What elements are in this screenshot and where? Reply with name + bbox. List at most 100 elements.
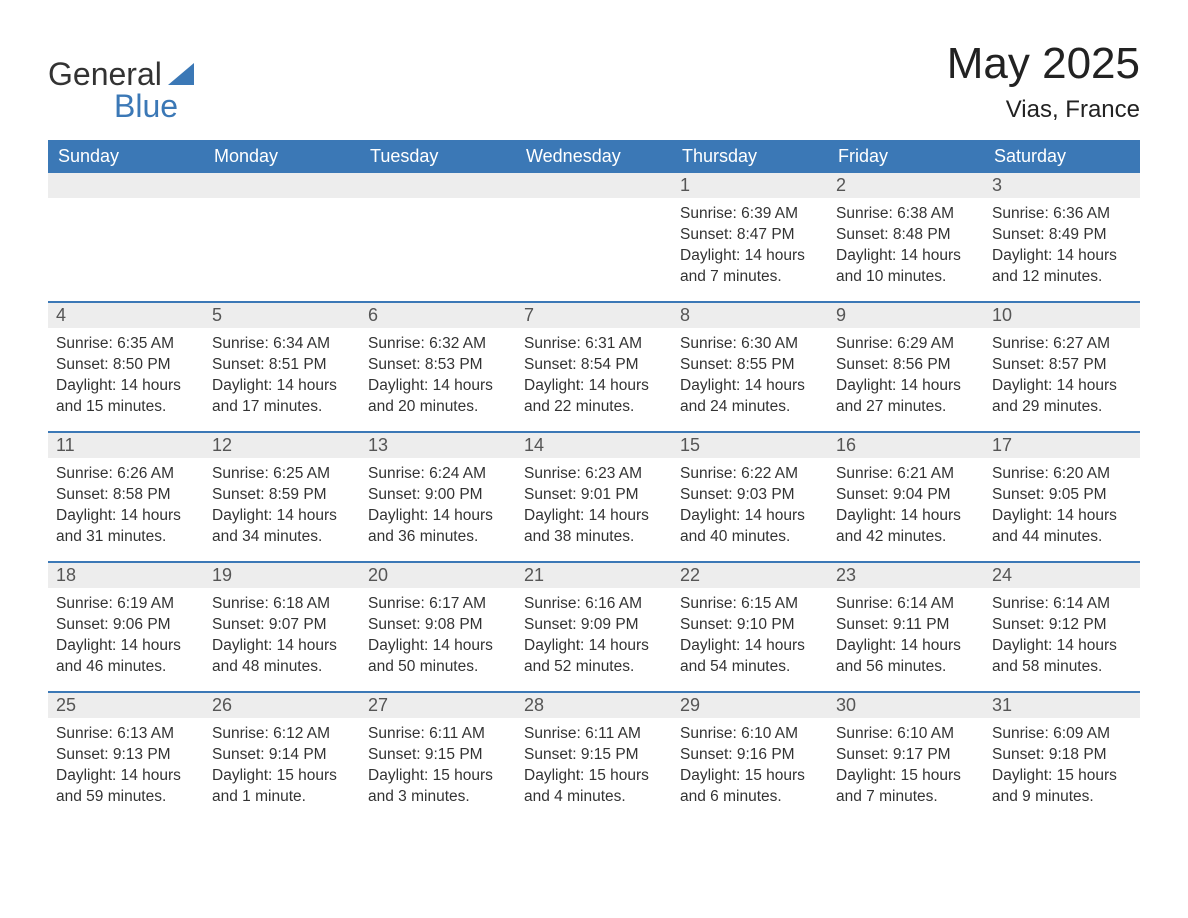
brand-text: General Blue [48, 58, 194, 122]
daylight-text: Daylight: 15 hours and 3 minutes. [368, 766, 508, 808]
daylight-text: Daylight: 14 hours and 7 minutes. [680, 246, 820, 288]
day-number: 18 [48, 563, 204, 588]
daylight-text: Daylight: 15 hours and 7 minutes. [836, 766, 976, 808]
sunset-text: Sunset: 9:18 PM [992, 745, 1132, 766]
day-number: 12 [204, 433, 360, 458]
daylight-text: Daylight: 14 hours and 31 minutes. [56, 506, 196, 548]
day-number [516, 173, 672, 198]
daylight-text: Daylight: 14 hours and 22 minutes. [524, 376, 664, 418]
sunrise-text: Sunrise: 6:39 AM [680, 204, 820, 225]
day-number [48, 173, 204, 198]
daylight-text: Daylight: 14 hours and 29 minutes. [992, 376, 1132, 418]
calendar-day-cell [48, 173, 204, 302]
sunset-text: Sunset: 8:48 PM [836, 225, 976, 246]
daylight-text: Daylight: 15 hours and 9 minutes. [992, 766, 1132, 808]
calendar-day-cell: 3Sunrise: 6:36 AMSunset: 8:49 PMDaylight… [984, 173, 1140, 302]
day-details: Sunrise: 6:29 AMSunset: 8:56 PMDaylight:… [828, 328, 984, 422]
day-details: Sunrise: 6:20 AMSunset: 9:05 PMDaylight:… [984, 458, 1140, 552]
day-number: 13 [360, 433, 516, 458]
daylight-text: Daylight: 14 hours and 12 minutes. [992, 246, 1132, 288]
calendar-week-row: 1Sunrise: 6:39 AMSunset: 8:47 PMDaylight… [48, 173, 1140, 302]
day-number: 24 [984, 563, 1140, 588]
day-number: 29 [672, 693, 828, 718]
sunset-text: Sunset: 9:00 PM [368, 485, 508, 506]
day-number: 19 [204, 563, 360, 588]
day-number: 30 [828, 693, 984, 718]
sunset-text: Sunset: 8:47 PM [680, 225, 820, 246]
sunrise-text: Sunrise: 6:32 AM [368, 334, 508, 355]
day-details: Sunrise: 6:24 AMSunset: 9:00 PMDaylight:… [360, 458, 516, 552]
daylight-text: Daylight: 14 hours and 56 minutes. [836, 636, 976, 678]
sunset-text: Sunset: 9:10 PM [680, 615, 820, 636]
calendar-week-row: 25Sunrise: 6:13 AMSunset: 9:13 PMDayligh… [48, 692, 1140, 821]
sunrise-text: Sunrise: 6:24 AM [368, 464, 508, 485]
day-number: 5 [204, 303, 360, 328]
calendar-day-cell: 15Sunrise: 6:22 AMSunset: 9:03 PMDayligh… [672, 432, 828, 562]
location-label: Vias, France [947, 96, 1140, 124]
daylight-text: Daylight: 14 hours and 48 minutes. [212, 636, 352, 678]
daylight-text: Daylight: 15 hours and 4 minutes. [524, 766, 664, 808]
calendar-week-row: 18Sunrise: 6:19 AMSunset: 9:06 PMDayligh… [48, 562, 1140, 692]
daylight-text: Daylight: 14 hours and 27 minutes. [836, 376, 976, 418]
daylight-text: Daylight: 14 hours and 54 minutes. [680, 636, 820, 678]
sunrise-text: Sunrise: 6:14 AM [992, 594, 1132, 615]
day-number: 7 [516, 303, 672, 328]
day-details: Sunrise: 6:26 AMSunset: 8:58 PMDaylight:… [48, 458, 204, 552]
day-number: 25 [48, 693, 204, 718]
day-details: Sunrise: 6:35 AMSunset: 8:50 PMDaylight:… [48, 328, 204, 422]
sunrise-text: Sunrise: 6:30 AM [680, 334, 820, 355]
sunrise-text: Sunrise: 6:35 AM [56, 334, 196, 355]
sunrise-text: Sunrise: 6:17 AM [368, 594, 508, 615]
calendar-day-cell: 5Sunrise: 6:34 AMSunset: 8:51 PMDaylight… [204, 302, 360, 432]
sunset-text: Sunset: 9:14 PM [212, 745, 352, 766]
sunrise-text: Sunrise: 6:36 AM [992, 204, 1132, 225]
daylight-text: Daylight: 14 hours and 59 minutes. [56, 766, 196, 808]
calendar-day-cell: 12Sunrise: 6:25 AMSunset: 8:59 PMDayligh… [204, 432, 360, 562]
day-number [360, 173, 516, 198]
day-number: 16 [828, 433, 984, 458]
calendar-day-cell: 23Sunrise: 6:14 AMSunset: 9:11 PMDayligh… [828, 562, 984, 692]
sunrise-text: Sunrise: 6:27 AM [992, 334, 1132, 355]
calendar-day-cell: 20Sunrise: 6:17 AMSunset: 9:08 PMDayligh… [360, 562, 516, 692]
weekday-header: Monday [204, 140, 360, 173]
day-number: 8 [672, 303, 828, 328]
calendar-day-cell: 28Sunrise: 6:11 AMSunset: 9:15 PMDayligh… [516, 692, 672, 821]
day-details: Sunrise: 6:18 AMSunset: 9:07 PMDaylight:… [204, 588, 360, 682]
sunrise-text: Sunrise: 6:38 AM [836, 204, 976, 225]
header: General Blue May 2025 Vias, France [48, 40, 1140, 124]
calendar-day-cell: 10Sunrise: 6:27 AMSunset: 8:57 PMDayligh… [984, 302, 1140, 432]
calendar-day-cell: 30Sunrise: 6:10 AMSunset: 9:17 PMDayligh… [828, 692, 984, 821]
day-details: Sunrise: 6:11 AMSunset: 9:15 PMDaylight:… [360, 718, 516, 812]
day-number: 15 [672, 433, 828, 458]
sunset-text: Sunset: 9:08 PM [368, 615, 508, 636]
brand-part2: Blue [48, 90, 178, 122]
sunset-text: Sunset: 9:05 PM [992, 485, 1132, 506]
calendar-page: General Blue May 2025 Vias, France Sunda… [0, 0, 1188, 869]
sunset-text: Sunset: 9:15 PM [368, 745, 508, 766]
day-details: Sunrise: 6:11 AMSunset: 9:15 PMDaylight:… [516, 718, 672, 812]
calendar-body: 1Sunrise: 6:39 AMSunset: 8:47 PMDaylight… [48, 173, 1140, 821]
sunset-text: Sunset: 8:54 PM [524, 355, 664, 376]
weekday-header: Friday [828, 140, 984, 173]
sunset-text: Sunset: 9:09 PM [524, 615, 664, 636]
sunset-text: Sunset: 8:53 PM [368, 355, 508, 376]
day-details: Sunrise: 6:09 AMSunset: 9:18 PMDaylight:… [984, 718, 1140, 812]
calendar-day-cell: 7Sunrise: 6:31 AMSunset: 8:54 PMDaylight… [516, 302, 672, 432]
daylight-text: Daylight: 14 hours and 10 minutes. [836, 246, 976, 288]
sunrise-text: Sunrise: 6:34 AM [212, 334, 352, 355]
page-title: May 2025 [947, 40, 1140, 88]
day-details: Sunrise: 6:22 AMSunset: 9:03 PMDaylight:… [672, 458, 828, 552]
sunset-text: Sunset: 8:58 PM [56, 485, 196, 506]
daylight-text: Daylight: 14 hours and 40 minutes. [680, 506, 820, 548]
day-details: Sunrise: 6:38 AMSunset: 8:48 PMDaylight:… [828, 198, 984, 292]
day-details: Sunrise: 6:14 AMSunset: 9:12 PMDaylight:… [984, 588, 1140, 682]
sunset-text: Sunset: 9:16 PM [680, 745, 820, 766]
day-details: Sunrise: 6:15 AMSunset: 9:10 PMDaylight:… [672, 588, 828, 682]
sunset-text: Sunset: 8:50 PM [56, 355, 196, 376]
sunset-text: Sunset: 8:51 PM [212, 355, 352, 376]
brand-logo: General Blue [48, 40, 194, 122]
day-number: 22 [672, 563, 828, 588]
day-details: Sunrise: 6:32 AMSunset: 8:53 PMDaylight:… [360, 328, 516, 422]
day-number: 21 [516, 563, 672, 588]
calendar-day-cell: 31Sunrise: 6:09 AMSunset: 9:18 PMDayligh… [984, 692, 1140, 821]
